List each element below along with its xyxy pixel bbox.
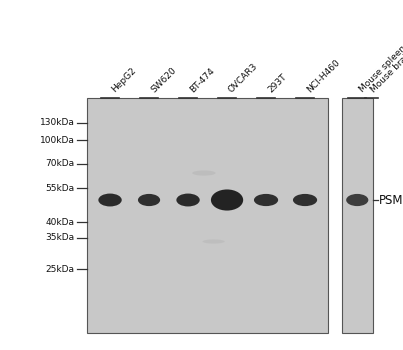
Text: 130kDa: 130kDa (39, 118, 75, 127)
Text: OVCAR3: OVCAR3 (227, 62, 260, 94)
Text: 35kDa: 35kDa (46, 233, 75, 242)
Text: Mouse spleen: Mouse spleen (357, 44, 403, 94)
Ellipse shape (98, 194, 122, 206)
Text: HepG2: HepG2 (110, 66, 138, 94)
Text: 25kDa: 25kDa (46, 265, 75, 274)
Ellipse shape (138, 194, 160, 206)
Ellipse shape (254, 194, 278, 206)
Text: SW620: SW620 (149, 66, 178, 94)
Text: 100kDa: 100kDa (39, 136, 75, 145)
Text: 55kDa: 55kDa (46, 184, 75, 193)
Text: BT-474: BT-474 (188, 66, 216, 95)
Text: NCI-H460: NCI-H460 (305, 58, 342, 94)
Text: 40kDa: 40kDa (46, 218, 75, 227)
Ellipse shape (346, 194, 368, 206)
FancyBboxPatch shape (342, 98, 373, 332)
FancyBboxPatch shape (87, 98, 328, 332)
Text: Mouse brain: Mouse brain (369, 49, 403, 94)
Text: 293T: 293T (266, 72, 288, 94)
Ellipse shape (192, 170, 216, 176)
Ellipse shape (293, 194, 317, 206)
Ellipse shape (211, 189, 243, 211)
Text: PSMC2: PSMC2 (379, 194, 403, 206)
Ellipse shape (177, 194, 200, 206)
Ellipse shape (202, 239, 225, 244)
Text: 70kDa: 70kDa (46, 159, 75, 168)
